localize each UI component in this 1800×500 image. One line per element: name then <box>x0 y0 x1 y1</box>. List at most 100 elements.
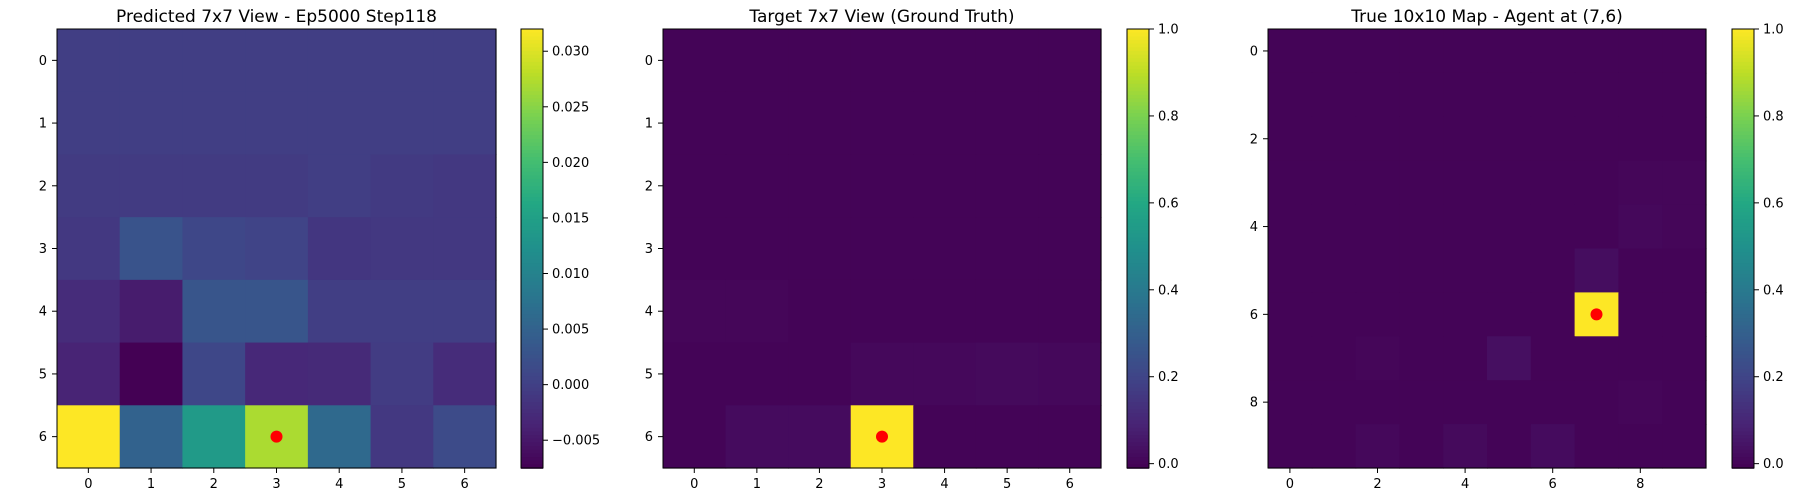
colorbar-tick-label: 0.010 <box>552 267 589 282</box>
colorbar-segment <box>1127 255 1149 261</box>
heatmap-cell-r6-c4 <box>913 405 977 469</box>
heatmap-cell-r8-c9 <box>1662 380 1707 425</box>
colorbar-segment <box>1732 43 1754 49</box>
colorbar-tick-label: 0.8 <box>1763 109 1784 124</box>
heatmap-cell-r6-c6 <box>1530 292 1576 337</box>
colorbar-segment <box>1127 307 1149 312</box>
colorbar-segment <box>1127 446 1149 451</box>
heatmap-cell-r6-c2 <box>1355 292 1400 337</box>
y-tick-label: 0 <box>645 54 653 69</box>
heatmap-cell-r7-c1 <box>1311 336 1357 381</box>
colorbar-segment <box>521 69 543 74</box>
colorbar-segment <box>521 372 543 378</box>
colorbar-segment <box>521 244 543 250</box>
colorbar-segment <box>1127 222 1149 228</box>
colorbar-segment <box>521 427 543 433</box>
colorbar-segment <box>1732 424 1754 429</box>
colorbar-segment <box>1732 230 1754 235</box>
x-tick-label: 3 <box>878 477 886 492</box>
colorbar-segment <box>1127 58 1149 63</box>
colorbar-segment <box>1127 424 1149 429</box>
heatmap-panel-0: Predicted 7x7 View - Ep5000 Step118 0 1 2 3 4… <box>39 7 600 492</box>
heatmap-cell-r4-c2 <box>1355 204 1400 250</box>
heatmap-cell-r2-c2 <box>788 154 852 218</box>
colorbar-segment <box>1127 263 1149 268</box>
heatmap-panel-2: True 10x10 Map - Agent at (7,6) 0 2 4 6 8 0 2 4 6… <box>1250 7 1784 492</box>
x-tick-label: 3 <box>272 477 280 492</box>
colorbar-segment <box>1732 358 1754 363</box>
heatmap-cell-r5-c4 <box>1443 248 1488 293</box>
colorbar-segment <box>1732 281 1754 286</box>
heatmap-cell-r1-c5 <box>1487 72 1532 118</box>
colorbar-segment <box>1732 146 1754 151</box>
colorbar-segment <box>521 219 543 224</box>
colorbar-segment <box>521 94 543 100</box>
heatmap-cell-r9-c3 <box>1399 424 1444 469</box>
heatmap-cell-r3-c2 <box>182 217 246 281</box>
colorbar-segment <box>1732 310 1754 316</box>
colorbar-segment <box>1732 413 1754 418</box>
colorbar-segment <box>521 361 543 367</box>
colorbar-segment <box>521 409 543 414</box>
x-tick-label: 4 <box>1461 477 1469 492</box>
heatmap-cell-r4-c2 <box>788 279 852 344</box>
heatmap-cell-r2-c3 <box>245 154 309 218</box>
colorbar-segment <box>521 193 543 199</box>
heatmap-cell-r0-c4 <box>307 29 372 93</box>
colorbar-segment <box>521 76 543 82</box>
x-tick-label: 0 <box>690 477 698 492</box>
colorbar-segment <box>1732 65 1754 71</box>
colorbar-segment <box>1127 189 1149 195</box>
colorbar-segment <box>1127 102 1149 107</box>
heatmap-cell-r4-c3 <box>245 279 309 344</box>
colorbar-segment <box>1732 435 1754 440</box>
colorbar-segment <box>1127 453 1149 458</box>
colorbar-segment <box>1732 39 1754 45</box>
colorbar-segment <box>521 391 543 396</box>
colorbar-segment <box>1127 274 1149 279</box>
colorbar-segment <box>1127 175 1149 180</box>
colorbar-segment <box>1127 310 1149 316</box>
heatmap-cell-r2-c5 <box>1487 116 1532 162</box>
colorbar-segment <box>1127 413 1149 418</box>
heatmap-cell-r4-c0 <box>57 279 121 344</box>
heatmap-cell-r1-c6 <box>1530 72 1576 118</box>
heatmap-cell-r5-c1 <box>725 342 789 406</box>
colorbar-segment <box>1732 296 1754 301</box>
colorbar-tick-label: 0.4 <box>1158 283 1179 298</box>
colorbar-tick-label: 0.015 <box>552 211 589 226</box>
colorbar-frame <box>1731 28 1755 469</box>
colorbar-segment <box>1127 91 1149 96</box>
heatmap-cell-r9-c9 <box>1662 424 1707 469</box>
colorbar-segment <box>1732 91 1754 96</box>
colorbar-segment <box>1127 435 1149 440</box>
heatmap-cell-r1-c1 <box>725 91 789 156</box>
heatmap-cell-r7-c4 <box>1443 336 1488 381</box>
heatmap-cell-r0-c5 <box>975 29 1040 93</box>
colorbar-segment <box>521 237 543 242</box>
heatmap-cell-r8-c3 <box>1399 380 1444 425</box>
colorbar-segment <box>521 135 543 140</box>
colorbar-segment <box>1732 124 1754 129</box>
colorbar-segment <box>521 116 543 122</box>
heatmap-cell-r0-c0 <box>57 29 121 93</box>
colorbar-segment <box>521 164 543 169</box>
colorbar-segment <box>1732 80 1754 85</box>
colorbar-segment <box>1127 244 1149 250</box>
heatmap-cell-r9-c0 <box>1268 424 1313 469</box>
colorbar-segment <box>1127 285 1149 290</box>
colorbar-segment <box>1127 281 1149 286</box>
heatmap-cell-r5-c6 <box>1038 342 1102 406</box>
heatmap-cell-r6-c5 <box>370 405 434 469</box>
x-tick-label: 4 <box>940 477 948 492</box>
colorbar-segment <box>1127 332 1149 338</box>
heatmap-cell-r5-c2 <box>1355 248 1400 293</box>
colorbar-segment <box>1732 131 1754 136</box>
colorbar-segment <box>1127 160 1149 166</box>
heatmap-cell-r4-c1 <box>1311 204 1357 250</box>
heatmap-cell-r3-c4 <box>913 217 977 281</box>
colorbar-segment <box>1732 215 1754 221</box>
colorbar-segment <box>1127 328 1149 334</box>
heatmap-cell-r1-c3 <box>1399 72 1444 118</box>
